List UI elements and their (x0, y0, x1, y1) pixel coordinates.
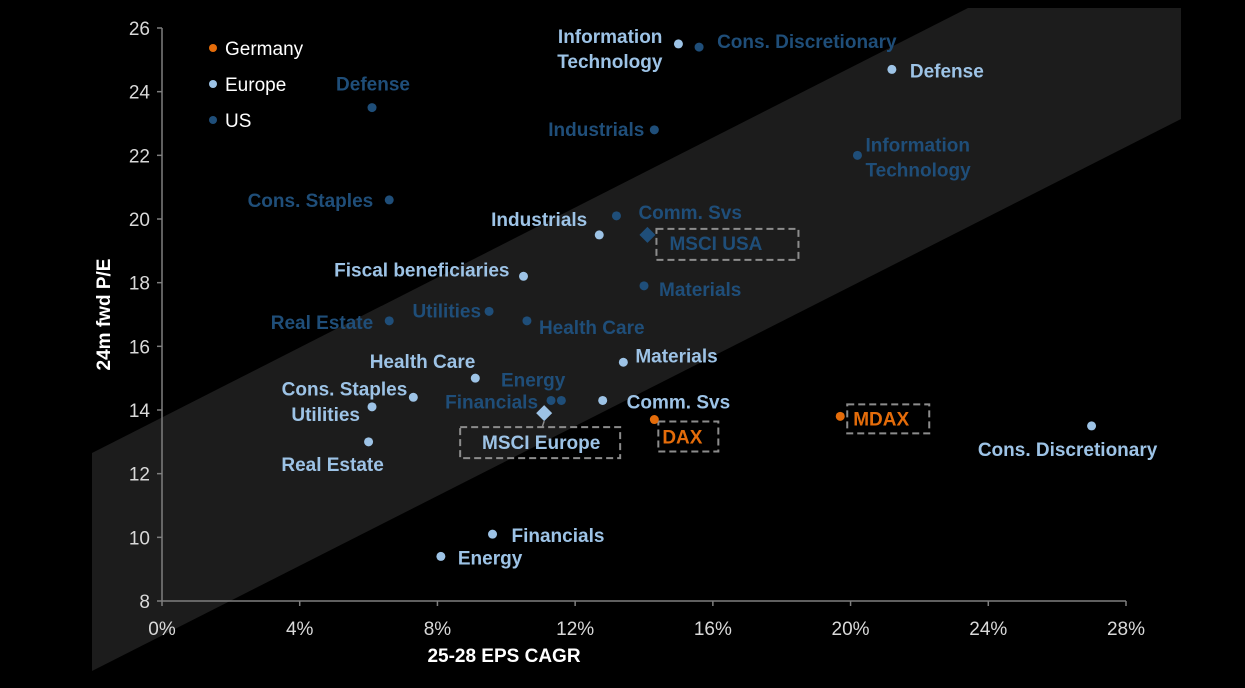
label-europe-defense: Defense (910, 61, 984, 82)
legend-marker-germany (209, 44, 217, 52)
label-us-utilities: Utilities (412, 301, 481, 322)
label-us-materials: Materials (659, 280, 741, 301)
label-us-cons-staples: Cons. Staples (248, 191, 374, 212)
data-points (364, 39, 1097, 561)
label-us-msci-usa: MSCI USA (669, 234, 762, 255)
point-us-industrials (649, 125, 659, 135)
point-europe-energy (436, 551, 446, 561)
point-us-utilities (484, 306, 494, 316)
y-tick-label: 10 (129, 528, 150, 549)
x-tick-label: 28% (1107, 619, 1145, 640)
label-europe-materials: Materials (635, 346, 717, 367)
y-tick-label: 14 (129, 401, 151, 422)
leader-line (541, 420, 545, 428)
point-germany-mdax (835, 411, 845, 421)
point-europe-cons-staples (408, 392, 418, 402)
label-europe-cons-discretionary: Cons. Discretionary (978, 440, 1158, 461)
point-europe-fiscal-beneficiaries (519, 271, 528, 281)
point-europe-health-care (470, 373, 480, 383)
point-europe-materials (618, 357, 628, 367)
label-europe-financials: Financials (512, 526, 605, 547)
label-europe-msci-europe: MSCI Europe (482, 433, 600, 454)
legend: Germany Europe US (209, 39, 304, 132)
point-us-comm-svs (611, 211, 621, 221)
y-tick-label: 8 (139, 592, 150, 613)
x-tick-label: 12% (556, 619, 594, 640)
point-us-cons-staples (384, 195, 394, 205)
annotation-box-us-msci-usa (655, 227, 800, 261)
point-europe-utilities (367, 402, 377, 412)
legend-marker-europe (209, 80, 217, 88)
annotation-box-europe-msci-europe (459, 426, 622, 460)
label-us-industrials: Industrials (548, 120, 644, 141)
x-tick-label: 24% (969, 619, 1007, 640)
point-us-defense (367, 103, 377, 113)
label-europe-cons-staples: Cons. Staples (282, 379, 408, 400)
y-ticks: 8 10 12 14 16 18 20 22 24 26 (129, 19, 162, 613)
point-us-energy (556, 395, 566, 405)
label-europe-energy: Energy (458, 548, 523, 569)
y-tick-label: 18 (129, 274, 150, 295)
legend-label-us: US (225, 111, 251, 132)
x-tick-label: 8% (424, 619, 452, 640)
y-tick-label: 26 (129, 19, 150, 40)
label-us-real-estate: Real Estate (271, 313, 373, 334)
point-us-information-technology (852, 150, 862, 160)
y-tick-label: 20 (129, 210, 150, 231)
y-tick-label: 24 (129, 83, 151, 104)
x-tick-label: 20% (832, 619, 870, 640)
x-ticks: 0% 4% 8% 12% 16% 20% 24% 28% (148, 601, 1145, 640)
point-europe-financials (488, 529, 498, 539)
label-germany-dax: DAX (662, 428, 702, 449)
annotation-boxes (459, 227, 931, 460)
point-europe-industrials (594, 230, 604, 240)
point-europe-cons-discretionary (1087, 421, 1097, 431)
y-tick-label: 12 (129, 465, 150, 486)
annotation-box-germany-dax (657, 420, 720, 453)
label-europe-utilities: Utilities (291, 405, 360, 426)
label-germany-mdax: MDAX (853, 409, 909, 430)
y-axis-title: 24m fwd P/E (94, 259, 115, 371)
label-europe-fiscal-beneficiaries: Fiscal beneficiaries (334, 260, 509, 281)
x-tick-label: 0% (148, 619, 176, 640)
label-europe-real-estate: Real Estate (281, 455, 383, 476)
y-tick-label: 22 (129, 146, 150, 167)
label-europe-information-technology: Information Technology (557, 27, 663, 73)
point-europe-defense (887, 64, 897, 74)
x-tick-label: 16% (694, 619, 732, 640)
axes: 0% 4% 8% 12% 16% 20% 24% 28% 8 10 12 14 16 18 20 22 24 2… (94, 19, 1145, 667)
point-europe-comm-svs (598, 395, 608, 405)
data-labels: Cons. Discretionary Defense Industrials Inf… (248, 27, 1158, 570)
label-europe-comm-svs: Comm. Svs (627, 392, 730, 413)
label-us-health-care: Health Care (539, 318, 645, 339)
legend-label-europe: Europe (225, 75, 286, 96)
point-europe-real-estate (364, 437, 374, 447)
point-us-cons-discretionary (694, 42, 704, 52)
point-us-msci-usa (639, 226, 656, 243)
label-us-cons-discretionary: Cons. Discretionary (717, 32, 897, 53)
point-germany-dax (649, 415, 659, 425)
point-us-real-estate (384, 316, 394, 326)
label-us-energy: Energy (501, 370, 566, 391)
point-us-materials (639, 281, 649, 291)
point-us-financials (546, 395, 556, 405)
label-us-financials: Financials (445, 392, 538, 413)
label-europe-industrials: Industrials (491, 210, 587, 231)
x-tick-label: 4% (286, 619, 314, 640)
legend-marker-us (209, 116, 217, 124)
label-us-defense: Defense (336, 75, 410, 96)
point-us-health-care (522, 316, 532, 326)
point-europe-msci-europe (536, 405, 553, 422)
x-axis-title: 25-28 EPS CAGR (427, 646, 580, 667)
label-us-comm-svs: Comm. Svs (638, 203, 741, 224)
legend-label-germany: Germany (225, 39, 304, 60)
label-europe-health-care: Health Care (370, 352, 476, 373)
shaded-band (92, 8, 1181, 671)
point-europe-information-technology (673, 39, 683, 49)
y-tick-label: 16 (129, 337, 150, 358)
label-us-information-technology: Information Technology (865, 135, 971, 181)
